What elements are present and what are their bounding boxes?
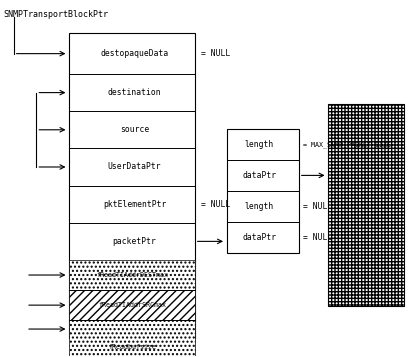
Bar [69,260,195,290]
Text: length: length [245,202,274,211]
Text: fReadTIAddrSRCmax: fReadTIAddrSRCmax [98,302,166,308]
Text: length: length [245,140,274,149]
Text: UserDataPtr: UserDataPtr [108,162,161,171]
Text: source: source [120,125,149,134]
Bar [69,320,195,357]
Text: = NULL: = NULL [201,49,230,58]
Text: = MAX_SNMP_PACKET_SIZE: = MAX_SNMP_PACKET_SIZE [303,141,391,148]
Bar [328,104,404,306]
Text: dataPtr: dataPtr [242,171,276,180]
Text: packetPtr: packetPtr [113,237,156,246]
Text: SNMPTransportBlockPtr: SNMPTransportBlockPtr [3,10,109,19]
Text: fReadbufsize: fReadbufsize [108,344,156,350]
Text: = NULL: = NULL [201,200,230,209]
Text: fReadTIAddrDESTmax: fReadTIAddrDESTmax [96,272,168,278]
Bar [69,290,195,320]
Text: = NULL: = NULL [303,202,332,211]
Text: destopaqueData: destopaqueData [100,49,168,58]
Text: dataPtr: dataPtr [242,233,276,242]
Bar [227,129,299,253]
Bar [69,33,195,338]
Text: pktElementPtr: pktElementPtr [103,200,166,209]
Text: destination: destination [108,88,161,97]
Text: = NULL: = NULL [303,233,332,242]
